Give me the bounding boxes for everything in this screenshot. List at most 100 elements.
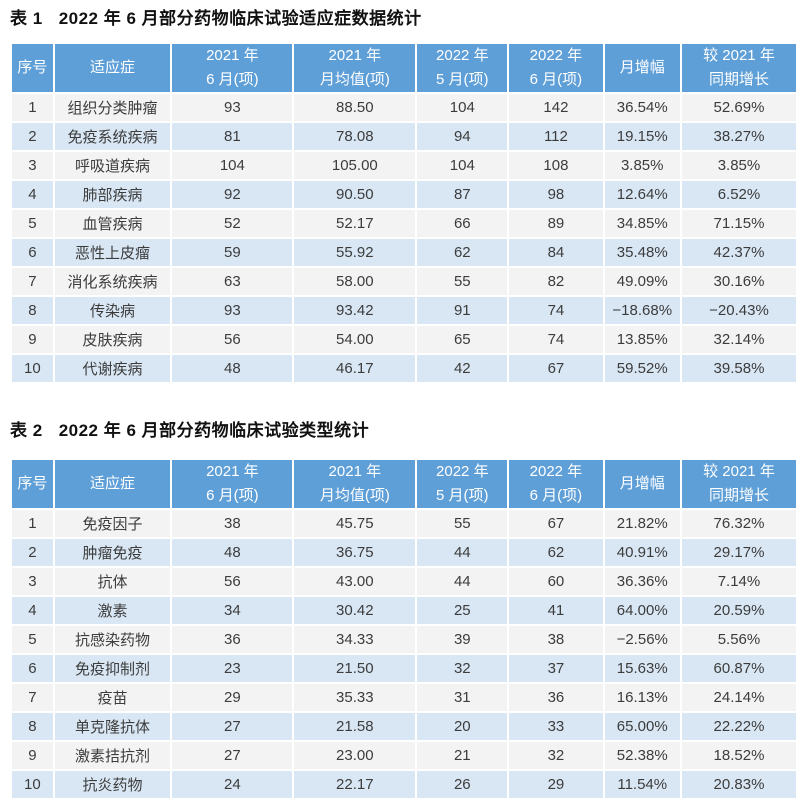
col-header-monthly-growth: 月增幅 (604, 44, 680, 92)
cell-monthly-growth: 36.36% (604, 568, 680, 595)
cell-y2022-may: 44 (417, 539, 508, 566)
col-header-y2021-jun: 2021 年 6 月(项) (172, 44, 293, 92)
table2-title: 表 2 2022 年 6 月部分药物临床试验类型统计 (10, 420, 798, 442)
cell-monthly-growth: 21.82% (604, 510, 680, 537)
cell-index: 4 (12, 597, 53, 624)
cell-yoy-growth: 39.58% (681, 355, 796, 382)
table1-title-text: 2022 年 6 月部分药物临床试验适应症数据统计 (58, 9, 422, 28)
cell-y2021-monthly-avg: 34.33 (294, 626, 416, 653)
cell-y2022-may: 91 (417, 297, 508, 324)
col-header-yoy-growth: 较 2021 年同期增长 (681, 460, 796, 508)
cell-monthly-growth: −2.56% (604, 626, 680, 653)
col-header-line: 序号 (17, 59, 48, 76)
cell-y2022-jun: 112 (509, 123, 603, 150)
table1-section: 表 1 2022 年 6 月部分药物临床试验适应症数据统计 序号 适应症 2021 年… (10, 8, 798, 384)
col-header-line: 5 月(项) (436, 487, 489, 504)
cell-index: 3 (12, 152, 53, 179)
cell-y2021-jun: 56 (172, 568, 293, 595)
table1: 序号 适应症 2021 年 6 月(项) 2021 年月均值(项) 2022 年 5 月(项… (10, 42, 798, 384)
cell-monthly-growth: 65.00% (604, 713, 680, 740)
col-header-line: 适应症 (90, 59, 136, 76)
table1-header: 序号 适应症 2021 年 6 月(项) 2021 年月均值(项) 2022 年 5 月(项… (12, 44, 796, 92)
cell-y2022-jun: 74 (509, 297, 603, 324)
cell-y2022-may: 104 (417, 152, 508, 179)
cell-y2021-monthly-avg: 88.50 (294, 94, 416, 121)
cell-y2022-jun: 33 (509, 713, 603, 740)
cell-y2022-jun: 41 (509, 597, 603, 624)
col-header-line: 2021 年 (328, 463, 382, 480)
cell-y2021-jun: 59 (172, 239, 293, 266)
cell-y2022-may: 94 (417, 123, 508, 150)
cell-index: 6 (12, 655, 53, 682)
cell-index: 5 (12, 210, 53, 237)
cell-y2021-monthly-avg: 21.50 (294, 655, 416, 682)
cell-yoy-growth: 71.15% (681, 210, 796, 237)
cell-yoy-growth: 22.22% (681, 713, 796, 740)
cell-indication: 组织分类肿瘤 (54, 94, 171, 121)
table-row: 4 激素 34 30.42 25 41 64.00% 20.59% (12, 597, 796, 624)
table-row: 9 激素拮抗剂 27 23.00 21 32 52.38% 18.52% (12, 742, 796, 769)
cell-yoy-growth: 32.14% (681, 326, 796, 353)
col-header-indication: 适应症 (54, 44, 171, 92)
cell-index: 9 (12, 742, 53, 769)
cell-index: 10 (12, 355, 53, 382)
cell-monthly-growth: 64.00% (604, 597, 680, 624)
cell-y2021-jun: 52 (172, 210, 293, 237)
cell-y2022-jun: 84 (509, 239, 603, 266)
table-row: 8 传染病 93 93.42 91 74 −18.68% −20.43% (12, 297, 796, 324)
cell-y2022-may: 65 (417, 326, 508, 353)
cell-indication: 血管疾病 (54, 210, 171, 237)
cell-indication: 传染病 (54, 297, 171, 324)
cell-y2021-monthly-avg: 45.75 (294, 510, 416, 537)
cell-index: 3 (12, 568, 53, 595)
cell-yoy-growth: 29.17% (681, 539, 796, 566)
table-row: 1 免疫因子 38 45.75 55 67 21.82% 76.32% (12, 510, 796, 537)
cell-y2021-jun: 38 (172, 510, 293, 537)
cell-y2022-jun: 67 (509, 510, 603, 537)
cell-y2021-monthly-avg: 58.00 (294, 268, 416, 295)
cell-indication: 疫苗 (54, 684, 171, 711)
cell-y2021-monthly-avg: 78.08 (294, 123, 416, 150)
cell-indication: 肺部疾病 (54, 181, 171, 208)
cell-y2021-monthly-avg: 46.17 (294, 355, 416, 382)
col-header-line: 月均值(项) (319, 487, 390, 504)
cell-index: 8 (12, 713, 53, 740)
cell-indication: 抗体 (54, 568, 171, 595)
cell-yoy-growth: 20.83% (681, 771, 796, 798)
cell-monthly-growth: 15.63% (604, 655, 680, 682)
col-header-line: 同期增长 (708, 487, 769, 504)
cell-yoy-growth: 42.37% (681, 239, 796, 266)
cell-y2021-monthly-avg: 30.42 (294, 597, 416, 624)
col-header-line: 较 2021 年 (703, 47, 775, 64)
col-header-line: 2021 年 (206, 47, 259, 64)
cell-y2022-may: 87 (417, 181, 508, 208)
cell-y2021-jun: 92 (172, 181, 293, 208)
cell-y2021-monthly-avg: 35.33 (294, 684, 416, 711)
cell-indication: 单克隆抗体 (54, 713, 171, 740)
table-row: 6 恶性上皮瘤 59 55.92 62 84 35.48% 42.37% (12, 239, 796, 266)
cell-monthly-growth: 13.85% (604, 326, 680, 353)
cell-indication: 消化系统疾病 (54, 268, 171, 295)
cell-index: 6 (12, 239, 53, 266)
cell-indication: 恶性上皮瘤 (54, 239, 171, 266)
col-header-y2022-may: 2022 年 5 月(项) (417, 44, 508, 92)
cell-yoy-growth: 76.32% (681, 510, 796, 537)
cell-yoy-growth: −20.43% (681, 297, 796, 324)
cell-y2021-jun: 104 (172, 152, 293, 179)
col-header-y2021-monthly-avg: 2021 年月均值(项) (294, 44, 416, 92)
col-header-line: 同期增长 (708, 71, 769, 88)
cell-y2021-jun: 24 (172, 771, 293, 798)
cell-monthly-growth: 36.54% (604, 94, 680, 121)
col-header-y2022-jun: 2022 年 6 月(项) (509, 44, 603, 92)
col-header-line: 2021 年 (206, 463, 259, 480)
cell-yoy-growth: 5.56% (681, 626, 796, 653)
table2-body: 1 免疫因子 38 45.75 55 67 21.82% 76.32% 2 肿瘤免疫 48 36.75… (12, 510, 796, 798)
cell-monthly-growth: 11.54% (604, 771, 680, 798)
cell-yoy-growth: 30.16% (681, 268, 796, 295)
cell-y2022-jun: 37 (509, 655, 603, 682)
cell-y2022-may: 44 (417, 568, 508, 595)
cell-index: 9 (12, 326, 53, 353)
cell-y2021-jun: 23 (172, 655, 293, 682)
col-header-y2021-jun: 2021 年 6 月(项) (172, 460, 293, 508)
table-row: 6 免疫抑制剂 23 21.50 32 37 15.63% 60.87% (12, 655, 796, 682)
